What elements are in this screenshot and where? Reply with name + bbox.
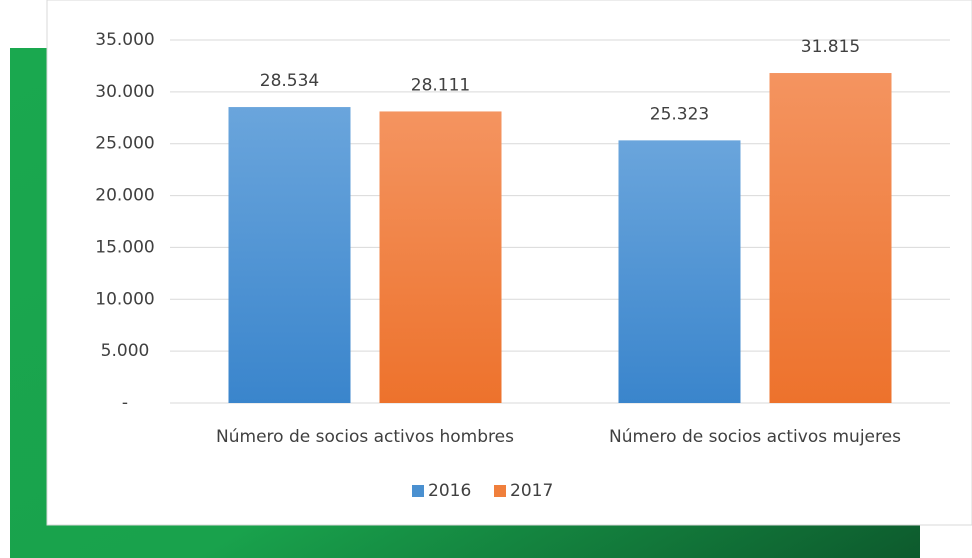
legend-label: 2017: [510, 481, 553, 501]
legend-label: 2016: [428, 481, 471, 501]
y-tick-label: 35.000: [95, 30, 154, 50]
y-tick-label: 20.000: [95, 186, 154, 206]
y-tick-label: 5.000: [101, 341, 150, 361]
bar: [618, 140, 741, 403]
y-tick-label: -: [122, 393, 128, 413]
y-tick-label: 10.000: [95, 289, 154, 309]
legend-swatch: [494, 485, 506, 497]
data-label: 25.323: [650, 104, 709, 124]
x-tick-label: Número de socios activos hombres: [216, 427, 514, 447]
data-label: 31.815: [801, 37, 860, 57]
data-label: 28.111: [411, 75, 470, 95]
data-label: 28.534: [260, 71, 319, 91]
bar: [379, 111, 502, 404]
y-tick-label: 30.000: [95, 82, 154, 102]
y-tick-label: 25.000: [95, 134, 154, 154]
bar: [769, 73, 892, 404]
x-tick-label: Número de socios activos mujeres: [609, 427, 901, 447]
y-tick-label: 15.000: [95, 237, 154, 257]
legend-swatch: [412, 485, 424, 497]
bar: [228, 107, 351, 404]
